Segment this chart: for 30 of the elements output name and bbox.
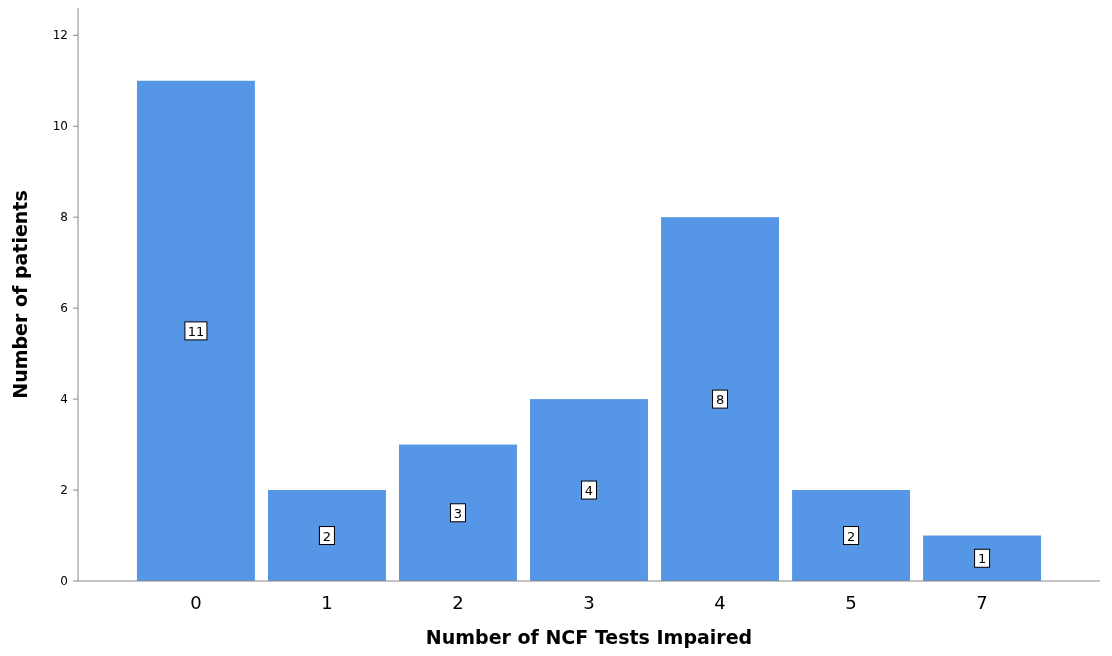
x-tick-label: 3 xyxy=(583,592,595,613)
data-label: 1 xyxy=(977,551,987,567)
x-tick-label: 0 xyxy=(190,592,202,613)
bar xyxy=(792,490,911,581)
y-tick-label: 6 xyxy=(60,301,68,316)
data-label: 11 xyxy=(187,323,205,339)
y-tick-label: 8 xyxy=(60,210,68,225)
data-label: 2 xyxy=(846,528,856,544)
y-tick-label: 10 xyxy=(52,119,68,134)
x-tick-label: 7 xyxy=(976,592,988,613)
bar xyxy=(399,444,517,581)
x-axis-title: Number of NCF Tests Impaired xyxy=(425,626,753,648)
y-tick-label: 0 xyxy=(60,574,68,588)
y-tick-label: 4 xyxy=(60,392,68,407)
bar xyxy=(530,399,648,581)
bar xyxy=(923,535,1042,581)
data-label: 4 xyxy=(584,483,594,499)
x-tick-label: 4 xyxy=(714,592,726,613)
y-tick-label: 2 xyxy=(60,483,68,498)
bar xyxy=(136,80,255,581)
y-tick-label: 12 xyxy=(52,28,68,43)
x-tick-label: 5 xyxy=(845,592,857,613)
data-label: 8 xyxy=(715,392,725,408)
data-label: 2 xyxy=(322,528,332,544)
data-label: 3 xyxy=(453,505,463,521)
bar xyxy=(661,217,779,581)
bar xyxy=(267,490,386,581)
y-axis-title: Number of patients xyxy=(9,190,31,399)
x-tick-label: 2 xyxy=(452,592,464,613)
x-tick-label: 1 xyxy=(321,592,333,613)
